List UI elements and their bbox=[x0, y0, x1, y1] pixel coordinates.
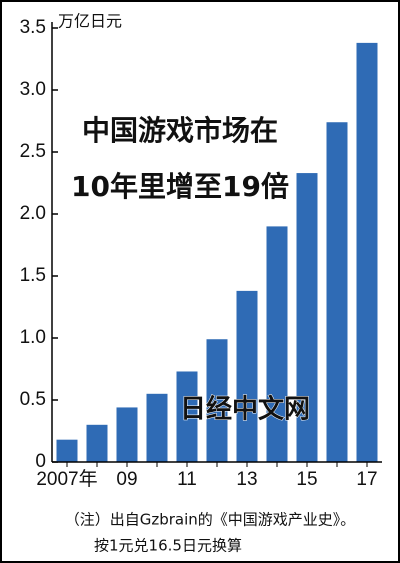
y-tick-label: 2.0 bbox=[20, 203, 46, 224]
bar bbox=[266, 226, 288, 462]
bar bbox=[296, 173, 318, 462]
y-tick-label: 0 bbox=[35, 451, 46, 472]
x-tick-label: 15 bbox=[296, 469, 317, 490]
y-tick-label: 3.0 bbox=[20, 79, 46, 100]
bar bbox=[206, 339, 228, 462]
watermark: 日经中文网 bbox=[180, 394, 310, 425]
y-tick-label: 1.0 bbox=[20, 327, 46, 348]
unit-label: 万亿日元 bbox=[58, 12, 122, 31]
bar bbox=[56, 439, 78, 462]
x-tick-label: 17 bbox=[356, 469, 377, 490]
bar bbox=[86, 424, 108, 462]
y-tick-label: 0.5 bbox=[20, 389, 46, 410]
x-tick-label: 09 bbox=[116, 469, 137, 490]
bar bbox=[176, 371, 198, 462]
x-tick-label: 13 bbox=[236, 469, 257, 490]
chart-title: 中国游戏市场在 bbox=[82, 114, 278, 147]
note: （注）出自Gzbrain的《中国游戏产业史》。 bbox=[65, 511, 356, 529]
x-tick-label: 11 bbox=[177, 469, 197, 490]
bar bbox=[116, 407, 138, 462]
note: 按1元兑16.5日元换算 bbox=[94, 537, 242, 555]
y-tick-label: 3.5 bbox=[20, 17, 46, 38]
bar bbox=[146, 393, 168, 462]
y-tick-label: 2.5 bbox=[20, 141, 46, 162]
chart-title: 10年里增至19倍 bbox=[71, 170, 289, 203]
x-tick-label: 2007年 bbox=[36, 468, 97, 490]
bar bbox=[236, 290, 258, 462]
y-tick-label: 1.5 bbox=[20, 265, 46, 286]
bar bbox=[326, 122, 348, 463]
bar bbox=[356, 42, 378, 462]
